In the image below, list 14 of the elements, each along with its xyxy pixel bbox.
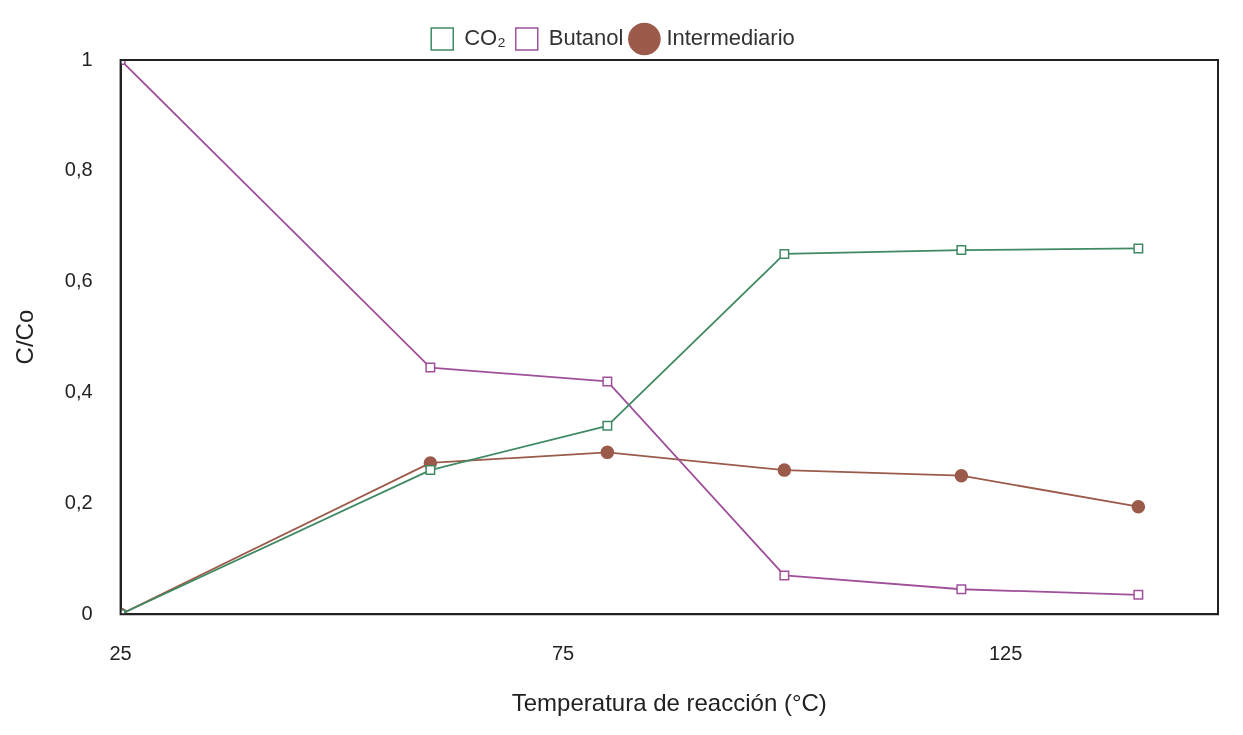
legend-label: Intermediario: [666, 25, 795, 51]
y-axis-title: C/Co: [11, 309, 39, 365]
y-tick-label: 1: [81, 47, 93, 70]
x-axis-title: Temperatura de reacción (°C): [511, 689, 827, 717]
legend-label: Butanol: [548, 25, 624, 51]
x-tick-label: 125: [988, 641, 1023, 664]
y-tick-label: 0: [81, 601, 93, 624]
legend-label: CO₂: [464, 25, 506, 51]
y-tick-label: 0,6: [64, 269, 93, 292]
y-tick-label: 0,4: [64, 380, 93, 403]
y-tick-label: 0,2: [64, 490, 93, 513]
y-tick-label: 0,8: [64, 158, 93, 181]
x-tick-label: 25: [109, 641, 132, 664]
x-tick-label: 75: [551, 641, 575, 664]
